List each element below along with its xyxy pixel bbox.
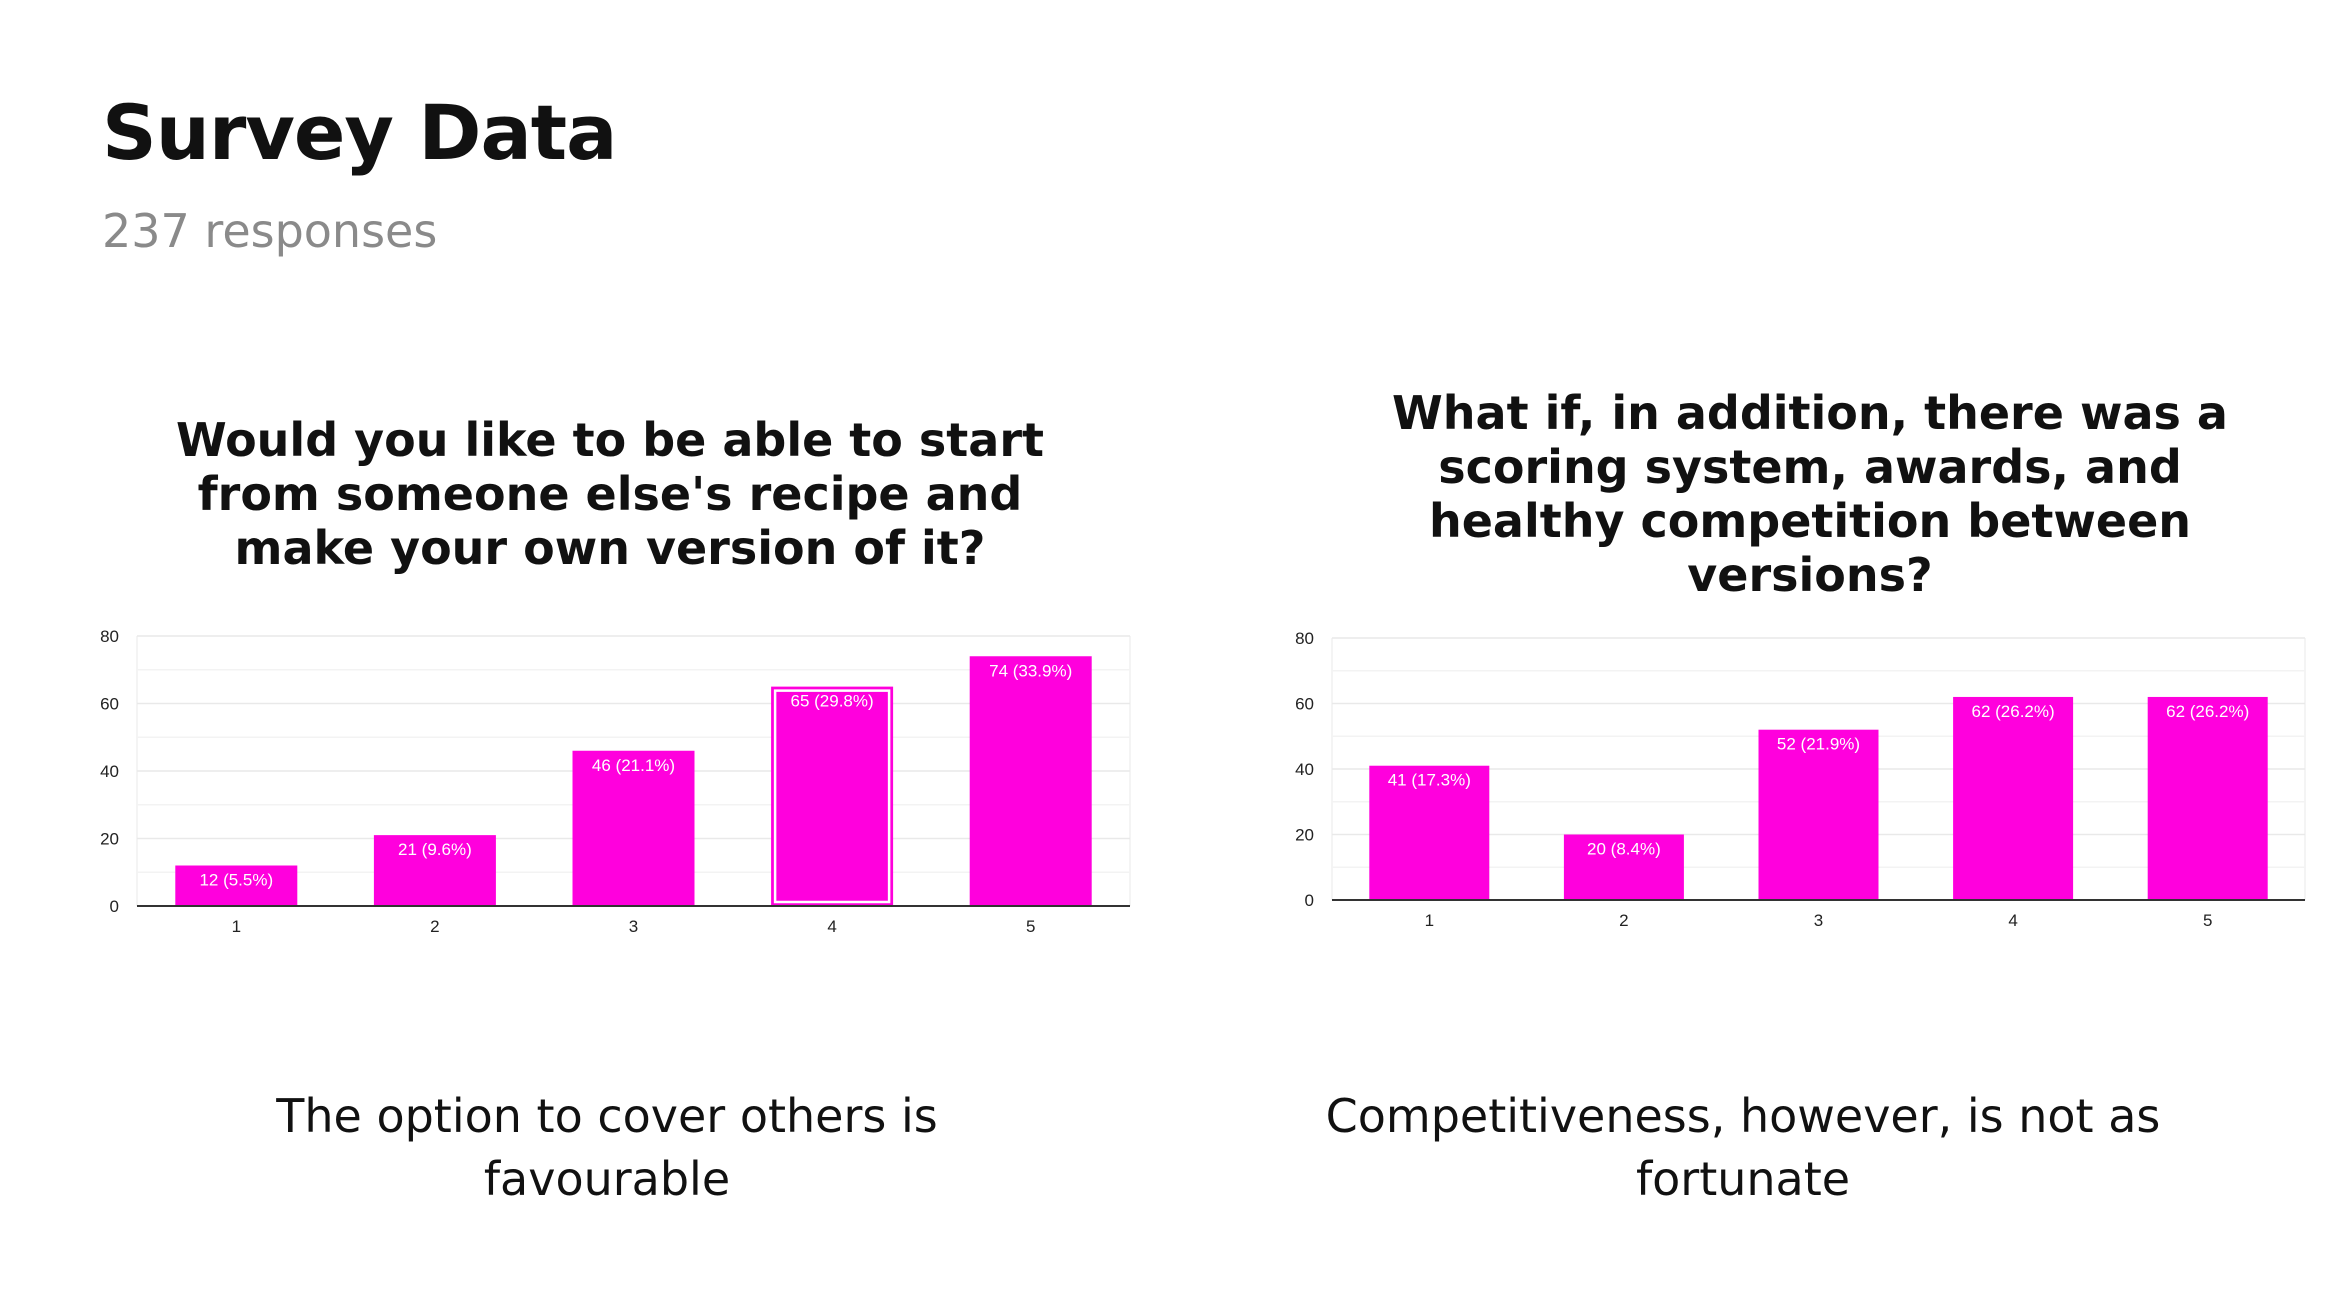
chart-1-caption: The option to cover others is favourable — [276, 1089, 938, 1206]
bar — [373, 835, 496, 906]
bar — [2147, 696, 2268, 900]
y-tick-label: 20 — [100, 830, 119, 849]
bar-highlight-outline — [773, 689, 891, 904]
x-tick-label: 1 — [232, 917, 241, 936]
y-tick-label: 0 — [110, 897, 119, 916]
bar-data-label: 12 (5.5%) — [199, 871, 273, 890]
bar — [1563, 834, 1684, 900]
bar-data-label: 62 (26.2%) — [2166, 702, 2249, 721]
x-tick-label: 2 — [1619, 911, 1628, 930]
page-title: Survey Data — [102, 88, 617, 177]
bar-data-label: 74 (33.9%) — [989, 661, 1072, 680]
bar — [969, 656, 1092, 906]
chart-1-question: Would you like to be able to start from … — [175, 413, 1044, 575]
y-tick-label: 80 — [100, 627, 119, 646]
y-tick-label: 60 — [100, 695, 119, 714]
bar-data-label: 21 (9.6%) — [398, 840, 472, 859]
chart-2-question: What if, in addition, there was a scorin… — [1392, 386, 2228, 602]
x-tick-label: 3 — [1814, 911, 1823, 930]
chart-2-caption: Competitiveness, however, is not as fort… — [1325, 1089, 2161, 1206]
x-tick-label: 5 — [2203, 911, 2212, 930]
bar-data-label: 62 (26.2%) — [1972, 702, 2055, 721]
bar — [572, 750, 695, 906]
bar-data-label: 52 (21.9%) — [1777, 735, 1860, 754]
y-tick-label: 20 — [1295, 826, 1314, 845]
y-tick-label: 0 — [1305, 891, 1314, 910]
bar — [1369, 765, 1490, 900]
y-tick-label: 40 — [100, 762, 119, 781]
y-tick-label: 40 — [1295, 760, 1314, 779]
x-tick-label: 4 — [827, 917, 836, 936]
bar-data-label: 20 (8.4%) — [1587, 840, 1661, 859]
x-tick-label: 5 — [1026, 917, 1035, 936]
bar — [1953, 696, 2074, 900]
x-tick-label: 1 — [1425, 911, 1434, 930]
x-tick-label: 3 — [629, 917, 638, 936]
bar-data-label: 46 (21.1%) — [592, 756, 675, 775]
bar — [175, 865, 298, 906]
bar — [771, 686, 894, 906]
x-tick-label: 2 — [430, 917, 439, 936]
response-count: 237 responses — [102, 204, 438, 258]
bar-data-label: 65 (29.8%) — [791, 692, 874, 711]
bar — [1758, 729, 1879, 900]
y-tick-label: 60 — [1295, 695, 1314, 714]
x-tick-label: 4 — [2008, 911, 2017, 930]
chart-2-bar-chart: 0 20 40 60 80 41 (17.3%) 1 20 (8.4%) 2 52 (21.9%)… — [1295, 629, 2306, 930]
bar-data-label: 41 (17.3%) — [1388, 771, 1471, 790]
y-tick-label: 80 — [1295, 629, 1314, 648]
chart-1-bar-chart: 0 20 40 60 80 12 (5.5%) 1 21 (9.6%) 2 46 (21.1%) 3… — [100, 627, 1131, 936]
